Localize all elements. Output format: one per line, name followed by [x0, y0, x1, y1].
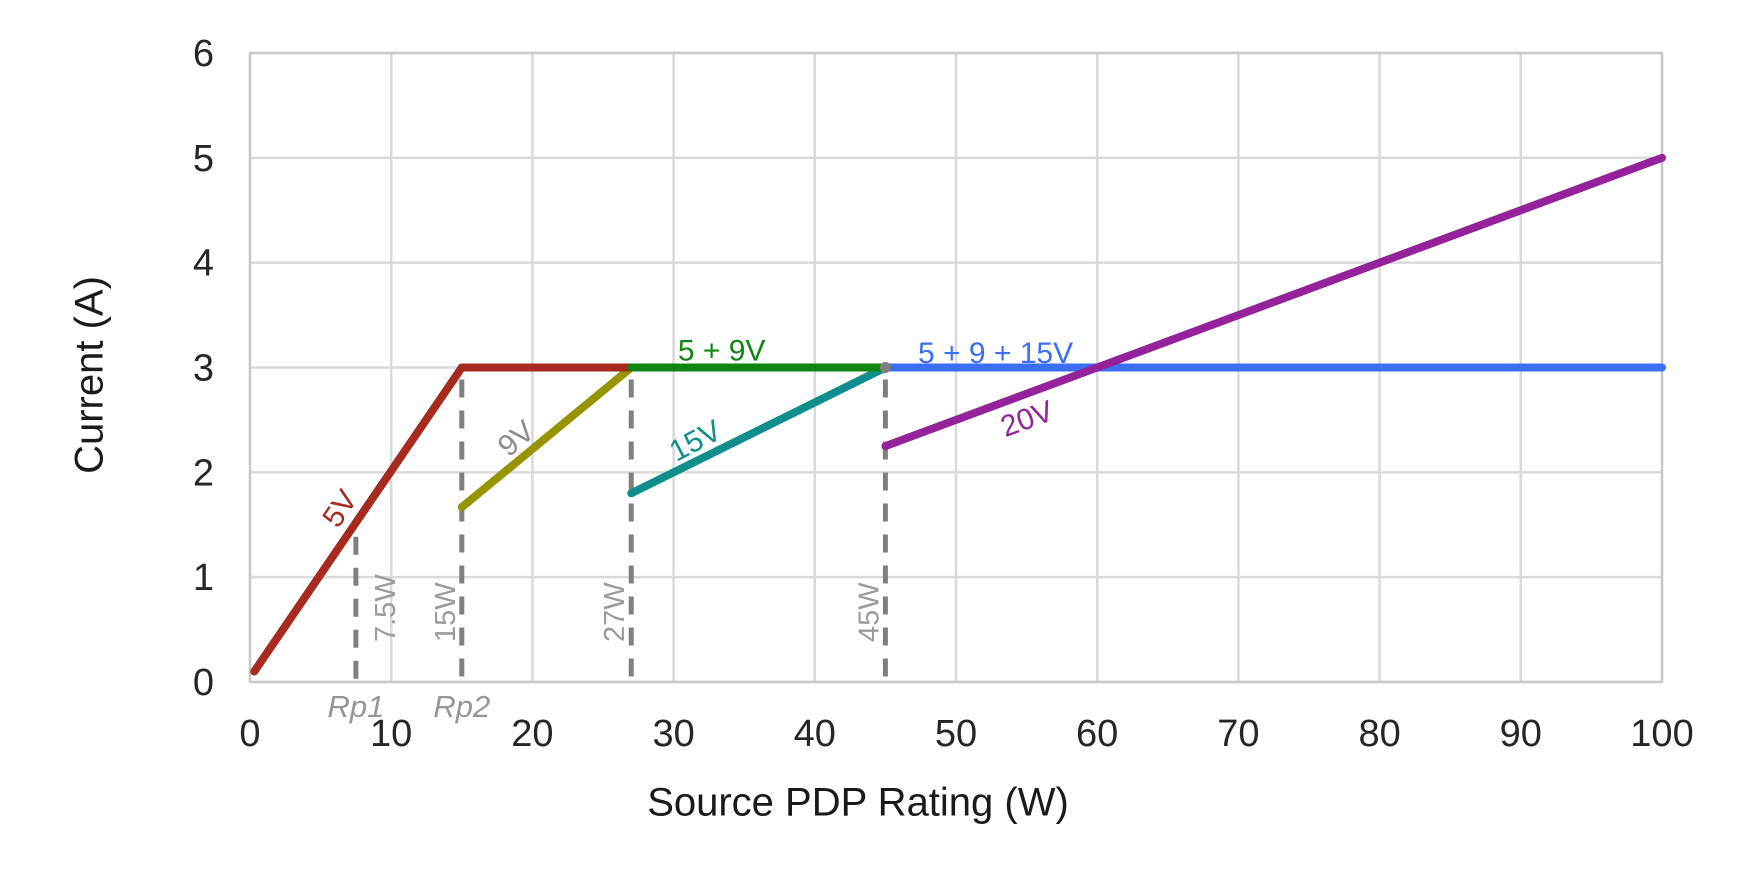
x-tick-label: 70 — [1217, 713, 1259, 755]
series-label-5+9V: 5 + 9V — [678, 335, 766, 368]
guide-watt-label: 27W — [599, 582, 631, 642]
x-tick-label: 60 — [1076, 713, 1118, 755]
y-tick-label: 3 — [193, 348, 214, 390]
x-tick-label: 40 — [794, 713, 836, 755]
x-tick-label: 0 — [239, 713, 260, 755]
guide-rp-label: Rp2 — [433, 689, 490, 724]
y-tick-label: 1 — [193, 557, 214, 599]
y-tick-label: 5 — [193, 138, 214, 180]
junction-dot — [879, 362, 891, 373]
y-tick-label: 2 — [193, 452, 214, 494]
y-tick-label: 0 — [193, 662, 214, 704]
x-tick-label: 80 — [1358, 713, 1400, 755]
x-tick-label: 30 — [652, 713, 694, 755]
y-axis-title: Current (A) — [67, 276, 112, 474]
x-tick-label: 10 — [370, 713, 412, 755]
series-line-20V — [881, 153, 1666, 451]
x-tick-label: 50 — [935, 713, 977, 755]
series-line-15V — [627, 363, 890, 498]
x-axis-title: Source PDP Rating (W) — [647, 780, 1069, 825]
x-tick-label: 20 — [511, 713, 553, 755]
x-tick-label: 100 — [1630, 713, 1693, 755]
series-line-9V — [457, 363, 636, 512]
guide-watt-label: 15W — [430, 582, 462, 642]
guide-watt-label: 7.5W — [370, 574, 402, 642]
series-label-9V: 9V — [492, 414, 541, 463]
guide-rp-label: Rp1 — [327, 689, 384, 724]
guide-watt-label: 45W — [853, 582, 885, 642]
x-tick-label: 90 — [1500, 713, 1542, 755]
y-tick-label: 4 — [193, 243, 214, 285]
series-line-5V — [250, 363, 636, 676]
series-label-5+9+15V: 5 + 9 + 15V — [918, 337, 1073, 370]
y-tick-label: 6 — [193, 33, 214, 75]
